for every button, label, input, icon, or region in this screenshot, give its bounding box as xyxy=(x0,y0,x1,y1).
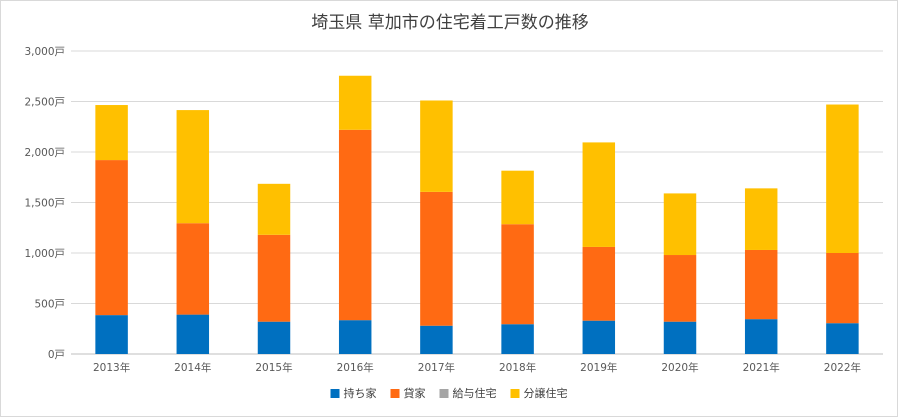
legend-item: 給与住宅 xyxy=(439,386,497,400)
bar-segment xyxy=(744,249,778,320)
x-axis-ticks: 2013年 2014年 2015年 2016年 2017年 2018年 2019年 2020年… xyxy=(93,361,861,374)
bar-segment xyxy=(582,246,616,321)
bar-segment xyxy=(176,223,210,315)
bar-segment xyxy=(501,224,534,325)
x-tick-label: 2018年 xyxy=(499,361,536,374)
legend-item: 貸家 xyxy=(390,386,426,400)
legend-label: 持ち家 xyxy=(344,386,377,400)
bar-segment xyxy=(663,193,697,256)
legend-item: 持ち家 xyxy=(330,386,377,400)
y-tick-label: 1,000戸 xyxy=(24,248,65,260)
y-tick-label: 3,000戸 xyxy=(24,46,65,58)
x-tick-label: 2021年 xyxy=(743,361,780,374)
x-tick-label: 2019年 xyxy=(580,361,617,374)
bar-segment xyxy=(663,321,697,354)
legend-label: 貸家 xyxy=(404,386,426,400)
bars xyxy=(95,75,859,354)
legend-item: 分譲住宅 xyxy=(510,386,568,400)
chart-title: 埼玉県 草加市の住宅着工戸数の推移 xyxy=(311,13,588,33)
bar-segment xyxy=(420,100,453,192)
bar-segment xyxy=(420,191,453,326)
y-tick-label: 2,000戸 xyxy=(24,147,65,159)
bar-segment xyxy=(744,188,778,250)
x-tick-label: 2013年 xyxy=(93,361,130,374)
bar-segment xyxy=(663,255,697,322)
y-tick-label: 1,500戸 xyxy=(24,198,65,210)
x-tick-label: 2022年 xyxy=(824,361,861,374)
bar-segment xyxy=(95,315,128,354)
legend-swatch xyxy=(330,389,340,398)
bar-segment xyxy=(420,325,453,354)
bar-segment xyxy=(95,160,128,316)
legend-label: 給与住宅 xyxy=(453,386,497,400)
bar-segment xyxy=(826,104,859,253)
bar-segment xyxy=(582,142,616,247)
legend-swatch xyxy=(439,389,449,398)
bar-segment xyxy=(176,110,210,224)
legend-swatch xyxy=(510,389,520,398)
bar-segment xyxy=(257,234,291,322)
y-tick-label: 500戸 xyxy=(34,299,65,311)
bar-segment xyxy=(257,321,291,354)
y-axis-ticks: 0戸 500戸 1,000戸 1,500戸 2,000戸 2,500戸 3,000戸 xyxy=(24,46,65,361)
legend-swatch xyxy=(390,389,400,398)
legend: 持ち家 貸家 給与住宅 分譲住宅 xyxy=(330,386,568,400)
bar-segment xyxy=(744,319,778,354)
bar-segment xyxy=(338,129,372,321)
bar-segment xyxy=(501,170,534,225)
bar-segment xyxy=(95,105,128,161)
bar-segment xyxy=(826,323,859,354)
x-tick-label: 2015年 xyxy=(255,361,292,374)
bar-segment xyxy=(826,253,859,324)
x-tick-label: 2014年 xyxy=(174,361,211,374)
x-tick-label: 2017年 xyxy=(418,361,455,374)
y-tick-label: 2,500戸 xyxy=(24,97,65,109)
bar-segment xyxy=(582,320,616,354)
bar-segment xyxy=(501,324,534,354)
bar-segment xyxy=(338,75,372,130)
x-tick-label: 2020年 xyxy=(661,361,698,374)
y-tick-label: 0戸 xyxy=(48,349,65,361)
bar-segment xyxy=(176,314,210,354)
legend-label: 分譲住宅 xyxy=(524,386,568,400)
x-tick-label: 2016年 xyxy=(337,361,374,374)
bar-segment xyxy=(338,320,372,354)
bar-segment xyxy=(257,183,291,235)
